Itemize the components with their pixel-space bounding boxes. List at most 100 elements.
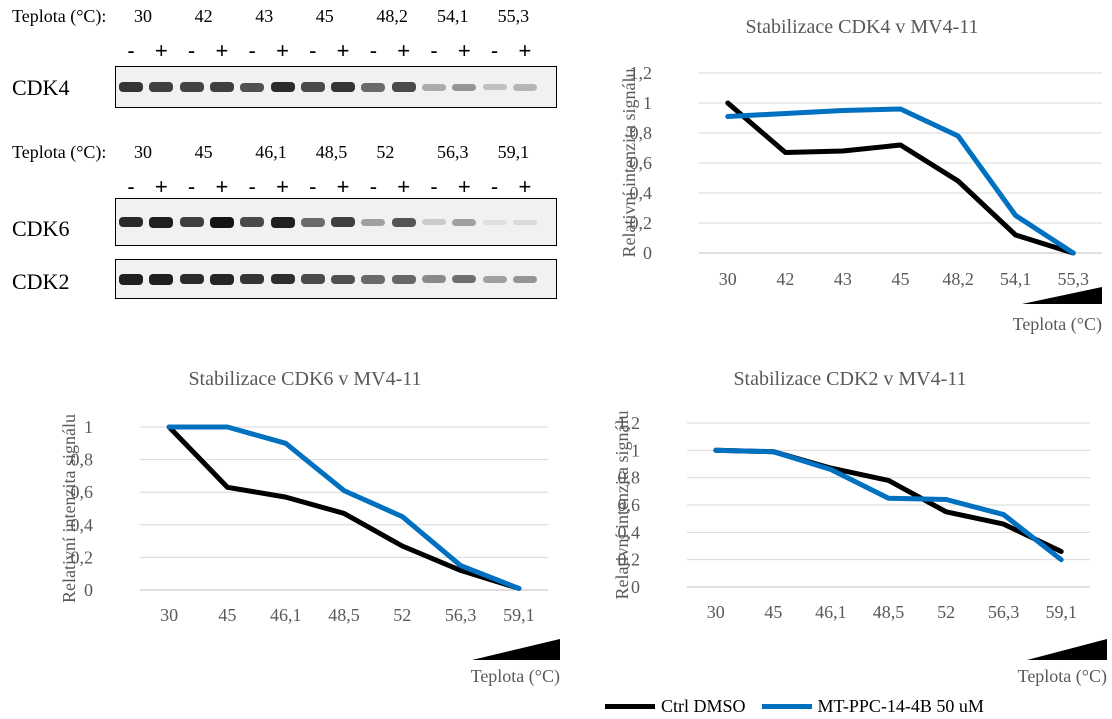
y-tick-label: 0,6 (71, 482, 94, 502)
temperature-label: 30 (134, 142, 152, 162)
vehicle-lane-sign: - (127, 38, 135, 63)
blot-band (361, 218, 386, 226)
vehicle-lane-sign: - (248, 174, 256, 199)
treatment-lane-sign: + (457, 174, 471, 199)
chart-svg: Stabilizace CDK2 v MV4-11 0 0,2 0,4 0,6 0,8 1 1… (612, 368, 1107, 687)
protein-label: CDK6 (12, 216, 70, 241)
blot-band (300, 274, 325, 284)
blot-band (512, 275, 537, 283)
series-line-treatment (725, 106, 1076, 256)
y-tick-label: 0,8 (71, 450, 94, 470)
vehicle-lane-sign: - (187, 174, 196, 199)
legend-item-treatment: MT-PPC-14-4B 50 uM (761, 696, 984, 717)
x-tick-label: 59,1 (1045, 602, 1077, 622)
temperature-label: 42 (194, 6, 213, 26)
blot-band (209, 216, 234, 228)
temperature-label: 48,5 (315, 142, 348, 162)
vehicle-lane-sign: - (248, 38, 256, 63)
temperature-gradient-wedge (1022, 287, 1102, 304)
x-tick-label: 45 (892, 269, 910, 289)
blot-band (391, 82, 416, 92)
blot-band (452, 275, 477, 283)
blot-band (300, 82, 325, 92)
y-tick-label: 0,4 (630, 183, 653, 203)
x-tick-label: 46,1 (815, 602, 847, 622)
y-tick-label: 0,2 (71, 547, 94, 567)
x-tick-label: 55,3 (1057, 269, 1089, 289)
temperature-gradient-wedge (1027, 639, 1107, 660)
x-tick-label: 48,2 (942, 269, 974, 289)
treatment-lane-sign: + (336, 38, 350, 63)
y-tick-label: 0,4 (71, 515, 94, 535)
blot-band (270, 82, 295, 92)
blot-band (179, 274, 204, 284)
temperature-label: 52 (376, 142, 395, 162)
treatment-lane-sign: + (215, 174, 229, 199)
y-tick-label: 0,8 (618, 468, 641, 488)
temperature-label: 54,1 (437, 6, 469, 26)
blot-band (482, 275, 507, 283)
legend-item-ctrl: Ctrl DMSO (605, 696, 746, 717)
temperature-label: 59,1 (497, 142, 530, 162)
blot-band (270, 274, 295, 284)
vehicle-lane-sign: - (490, 38, 499, 63)
treatment-lane-sign: + (397, 174, 411, 199)
protein-label: CDK4 (12, 75, 70, 100)
blot-band (149, 82, 174, 92)
vehicle-lane-sign: - (490, 174, 499, 199)
blot-band (422, 83, 446, 91)
series-line-ctrl-dmso (166, 424, 522, 591)
y-tick-label: 1,2 (630, 63, 653, 83)
y-tick-label: 0,4 (618, 522, 641, 542)
y-axis-label: Relativní intenzita signálu (612, 411, 632, 600)
chart-cdk2: Stabilizace CDK2 v MV4-11 0 0,2 0,4 0,6 0,8 1 1… (575, 352, 1112, 690)
x-axis-label: Teplota (°C) (1018, 666, 1107, 687)
series-line-ctrl-dmso (713, 447, 1064, 554)
blot-band (361, 274, 386, 284)
blot-band (149, 273, 174, 285)
temperature-label: 48,2 (376, 6, 408, 26)
y-tick-label: 1 (631, 440, 640, 460)
vehicle-lane-sign: - (430, 174, 438, 199)
treatment-lane-sign: + (215, 38, 229, 63)
blot-band (512, 219, 537, 225)
vehicle-lane-sign: - (369, 174, 378, 199)
protein-label: CDK2 (12, 269, 70, 294)
x-tick-label: 54,1 (1000, 269, 1032, 289)
x-tick-label: 56,3 (988, 602, 1020, 622)
series-line-treatment (166, 424, 522, 591)
blot-band (179, 217, 204, 227)
series-line-treatment (713, 447, 1064, 563)
blot-band (331, 82, 356, 92)
blot-band (391, 274, 416, 284)
y-tick-label: 0,6 (630, 153, 653, 173)
treatment-lane-sign: + (457, 38, 471, 63)
blot-band (452, 218, 477, 226)
chart-title: Stabilizace CDK4 v MV4-11 (745, 16, 978, 38)
y-tick-label: 0 (643, 243, 652, 263)
x-tick-label: 48,5 (873, 602, 905, 622)
blot-band (119, 273, 143, 285)
vehicle-lane-sign: - (309, 38, 317, 63)
temperature-axis-label: Teplota (°C): (12, 142, 107, 162)
blot-band (240, 274, 265, 284)
treatment-lane-sign: + (336, 174, 350, 199)
x-tick-label: 48,5 (328, 605, 360, 625)
x-tick-label: 30 (707, 602, 725, 622)
blot-band (240, 217, 265, 227)
x-tick-label: 59,1 (503, 605, 535, 625)
chart-cdk4: Stabilizace CDK4 v MV4-11 0 0,2 0,4 0,6 0,8 1 1… (560, 0, 1112, 345)
blot-band (422, 219, 446, 225)
treatment-lane-sign: + (518, 38, 532, 63)
vehicle-lane-sign: - (127, 174, 135, 199)
chart-svg: Stabilizace CDK4 v MV4-11 0 0,2 0,4 0,6 0,8 1 1… (619, 16, 1102, 335)
y-tick-label: 0,6 (618, 495, 641, 515)
blot-band (240, 82, 265, 92)
y-tick-label: 0,2 (630, 213, 653, 233)
chart-cdk6: Stabilizace CDK6 v MV4-11 0 0,2 0,4 0,6 0,8 1 3… (0, 352, 575, 690)
x-tick-label: 30 (160, 605, 178, 625)
treatment-lane-sign: + (154, 38, 168, 63)
vehicle-lane-sign: - (187, 38, 196, 63)
temperature-gradient-wedge (472, 639, 560, 660)
treatment-lane-sign: + (276, 38, 289, 63)
